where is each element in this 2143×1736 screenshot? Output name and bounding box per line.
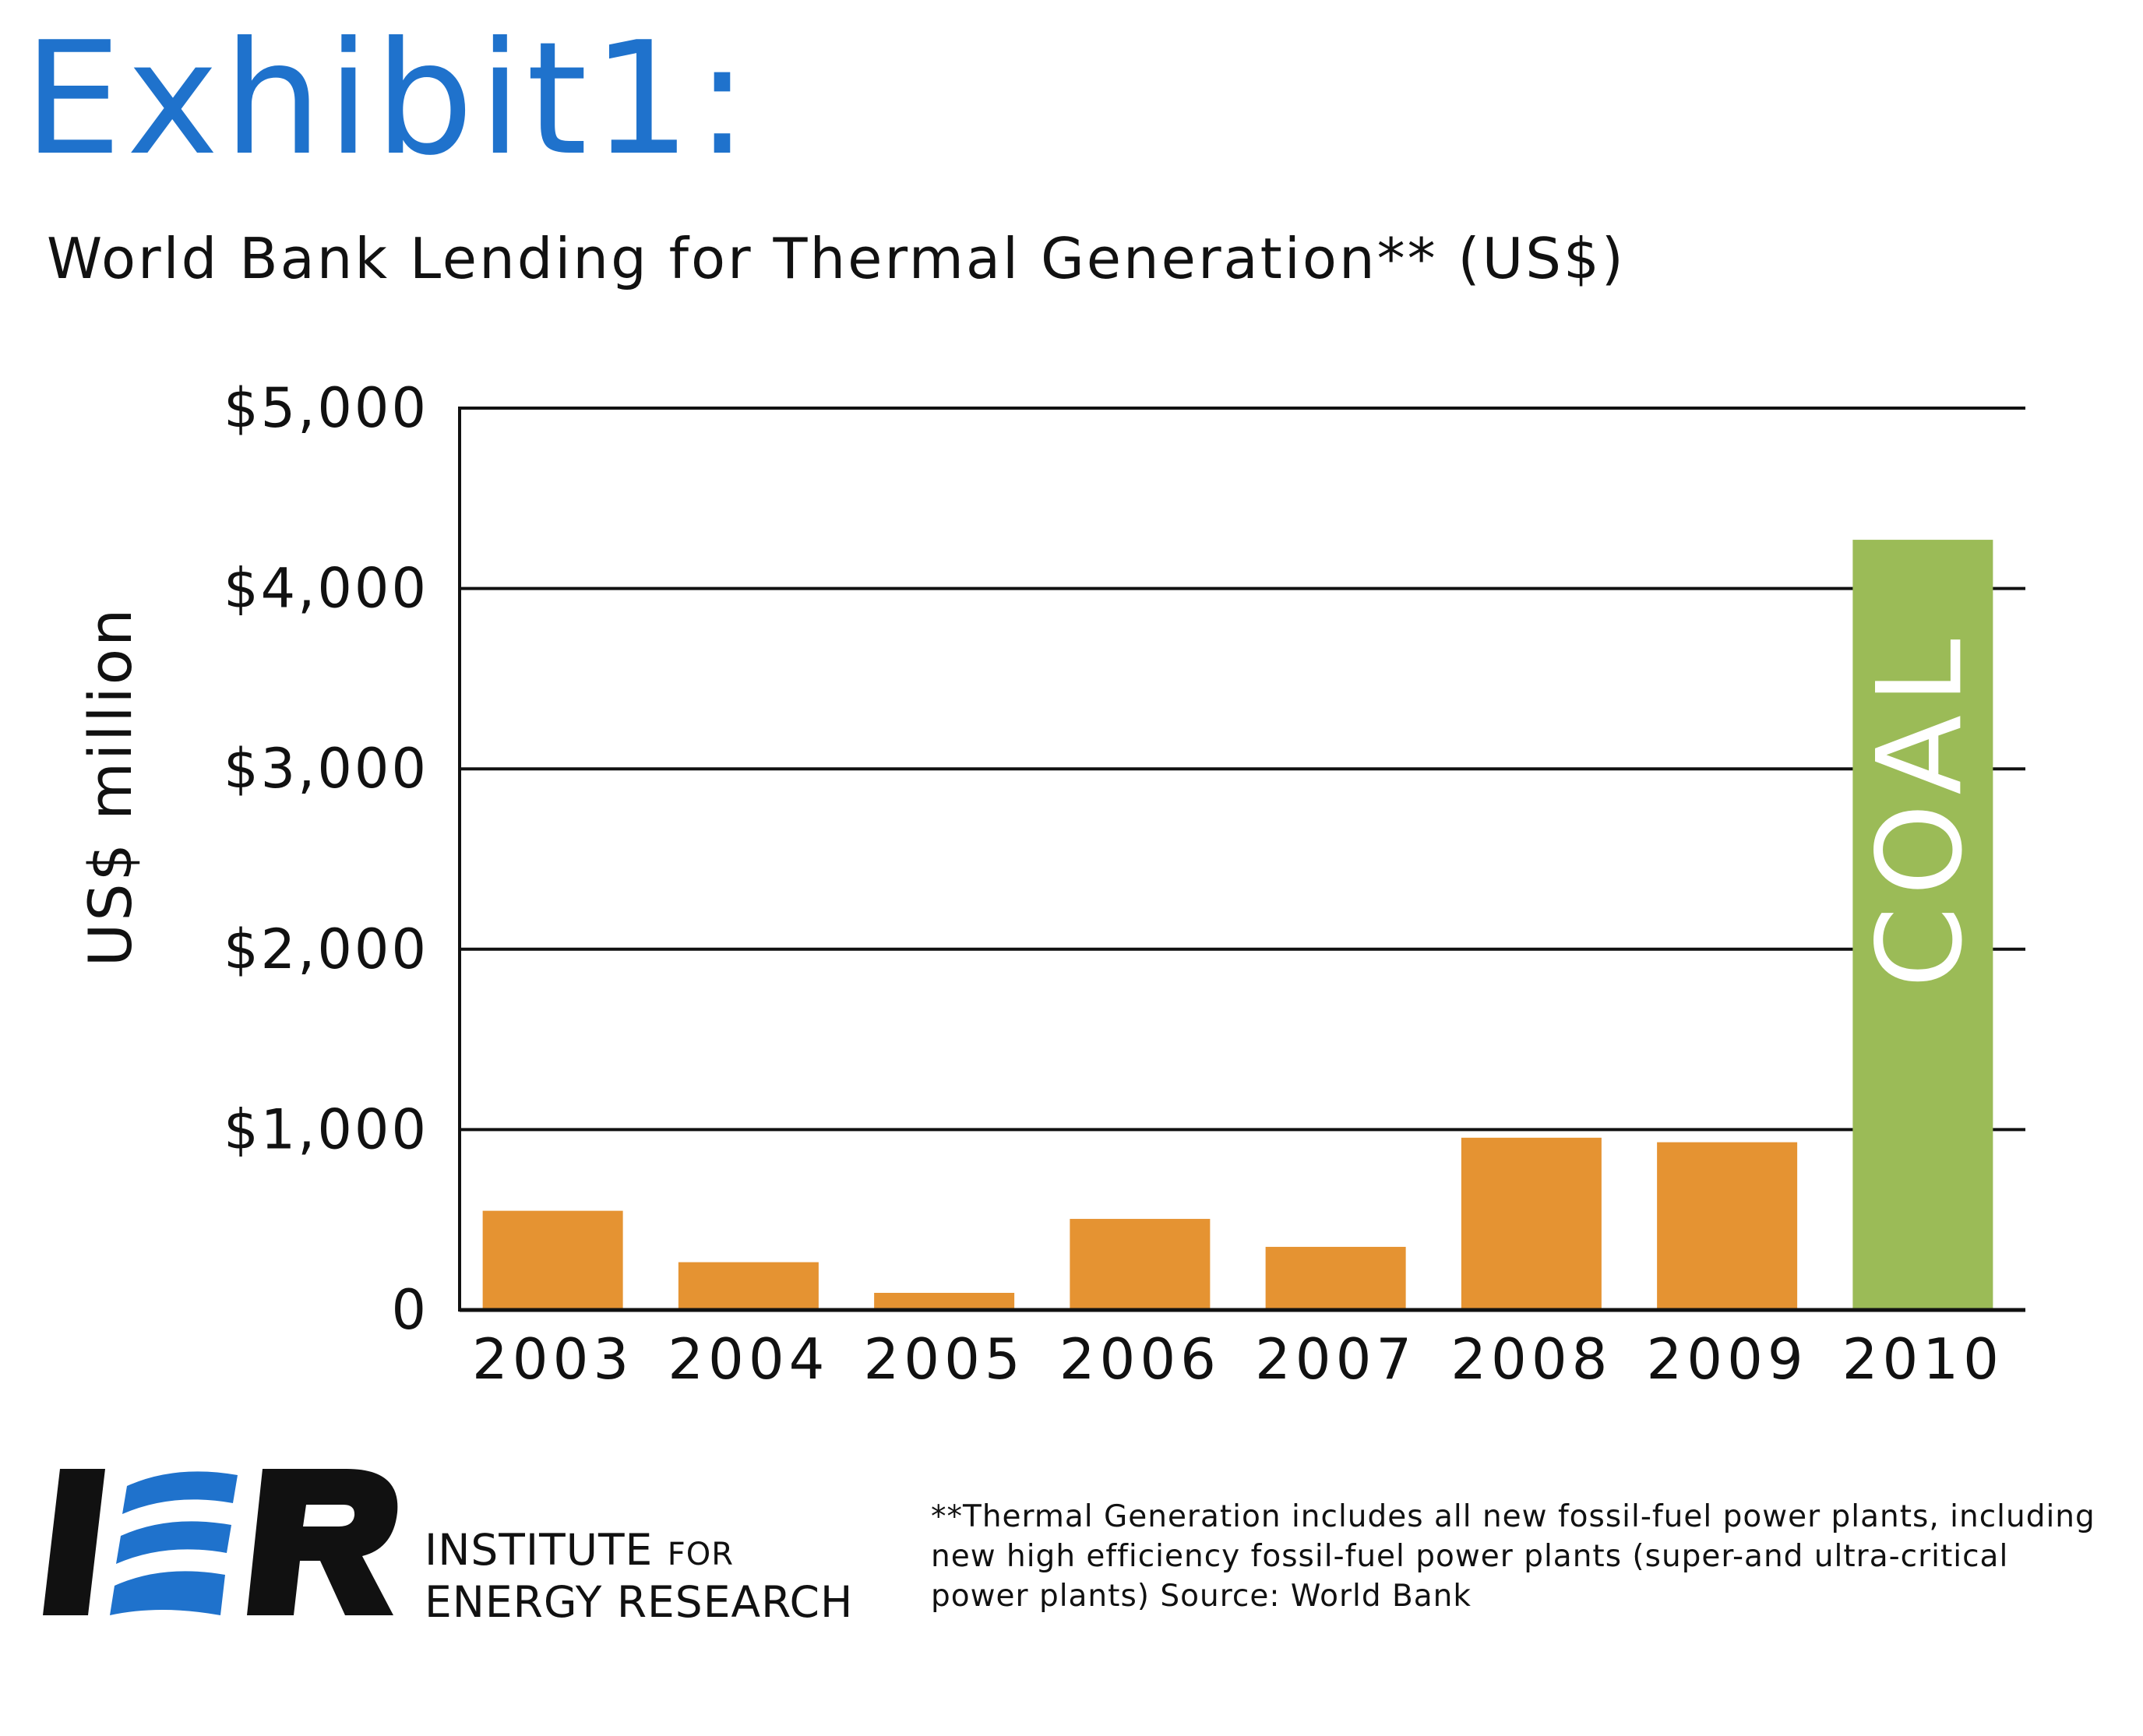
bar-label-coal: COAL	[1852, 628, 1988, 988]
org-name-for: FOR	[667, 1537, 735, 1572]
bars	[482, 540, 1993, 1310]
logo-letter-e-waves	[110, 1471, 238, 1615]
y-tick-label: $3,000	[224, 737, 428, 801]
footnote-line-3: power plants) Source: World Bank	[931, 1579, 1472, 1614]
footnote-line-1: **Thermal Generation includes all new fo…	[931, 1499, 2095, 1534]
logo-letter-i	[43, 1469, 105, 1615]
x-tick-label: 2008	[1450, 1326, 1612, 1392]
x-tick-label: 2003	[472, 1326, 633, 1392]
logo-letter-r	[247, 1469, 398, 1615]
y-tick-label: 0	[391, 1278, 428, 1342]
x-tick-label: 2007	[1255, 1326, 1416, 1392]
org-name-line-2: ENERGY RESEARCH	[425, 1577, 854, 1627]
bar-2008	[1461, 1137, 1602, 1310]
org-name-line-1: INSTITUTE FOR	[425, 1529, 734, 1572]
axis-labels: 0 $1,000 $2,000 $3,000 $4,000 $5,000 2003 2004 2…	[76, 376, 2004, 1392]
ier-logo	[43, 1469, 398, 1615]
chart-subtitle: World Bank Lending for Thermal Generatio…	[47, 226, 1626, 291]
bar-2006	[1070, 1219, 1211, 1310]
y-tick-label: $5,000	[224, 376, 428, 440]
x-tick-label: 2006	[1059, 1326, 1221, 1392]
bar-2005	[874, 1292, 1015, 1310]
y-tick-label: $2,000	[224, 917, 428, 981]
gridlines	[460, 407, 2025, 1132]
org-name-institute: INSTITUTE	[425, 1525, 654, 1575]
bar-2003	[482, 1210, 623, 1310]
bar-chart: 0 $1,000 $2,000 $3,000 $4,000 $5,000 2003 2004 2…	[76, 376, 2025, 1392]
y-axis-title: US$ million	[76, 607, 145, 967]
axes	[458, 407, 2025, 1312]
y-tick-label: $1,000	[224, 1097, 428, 1161]
x-tick-label: 2005	[864, 1326, 1025, 1392]
bar-2010	[1852, 540, 1993, 1310]
y-tick-label: $4,000	[224, 557, 428, 621]
bar-2009	[1657, 1142, 1798, 1310]
bar-2004	[678, 1262, 819, 1310]
exhibit-title: Exhibit1:	[23, 9, 753, 190]
x-tick-label: 2010	[1842, 1326, 2004, 1392]
x-tick-label: 2009	[1647, 1326, 1808, 1392]
bar-2007	[1265, 1246, 1406, 1310]
footnote: **Thermal Generation includes all new fo…	[931, 1497, 2115, 1616]
footnote-line-2: new high efficiency fossil-fuel power pl…	[931, 1539, 2009, 1574]
x-tick-label: 2004	[668, 1326, 829, 1392]
